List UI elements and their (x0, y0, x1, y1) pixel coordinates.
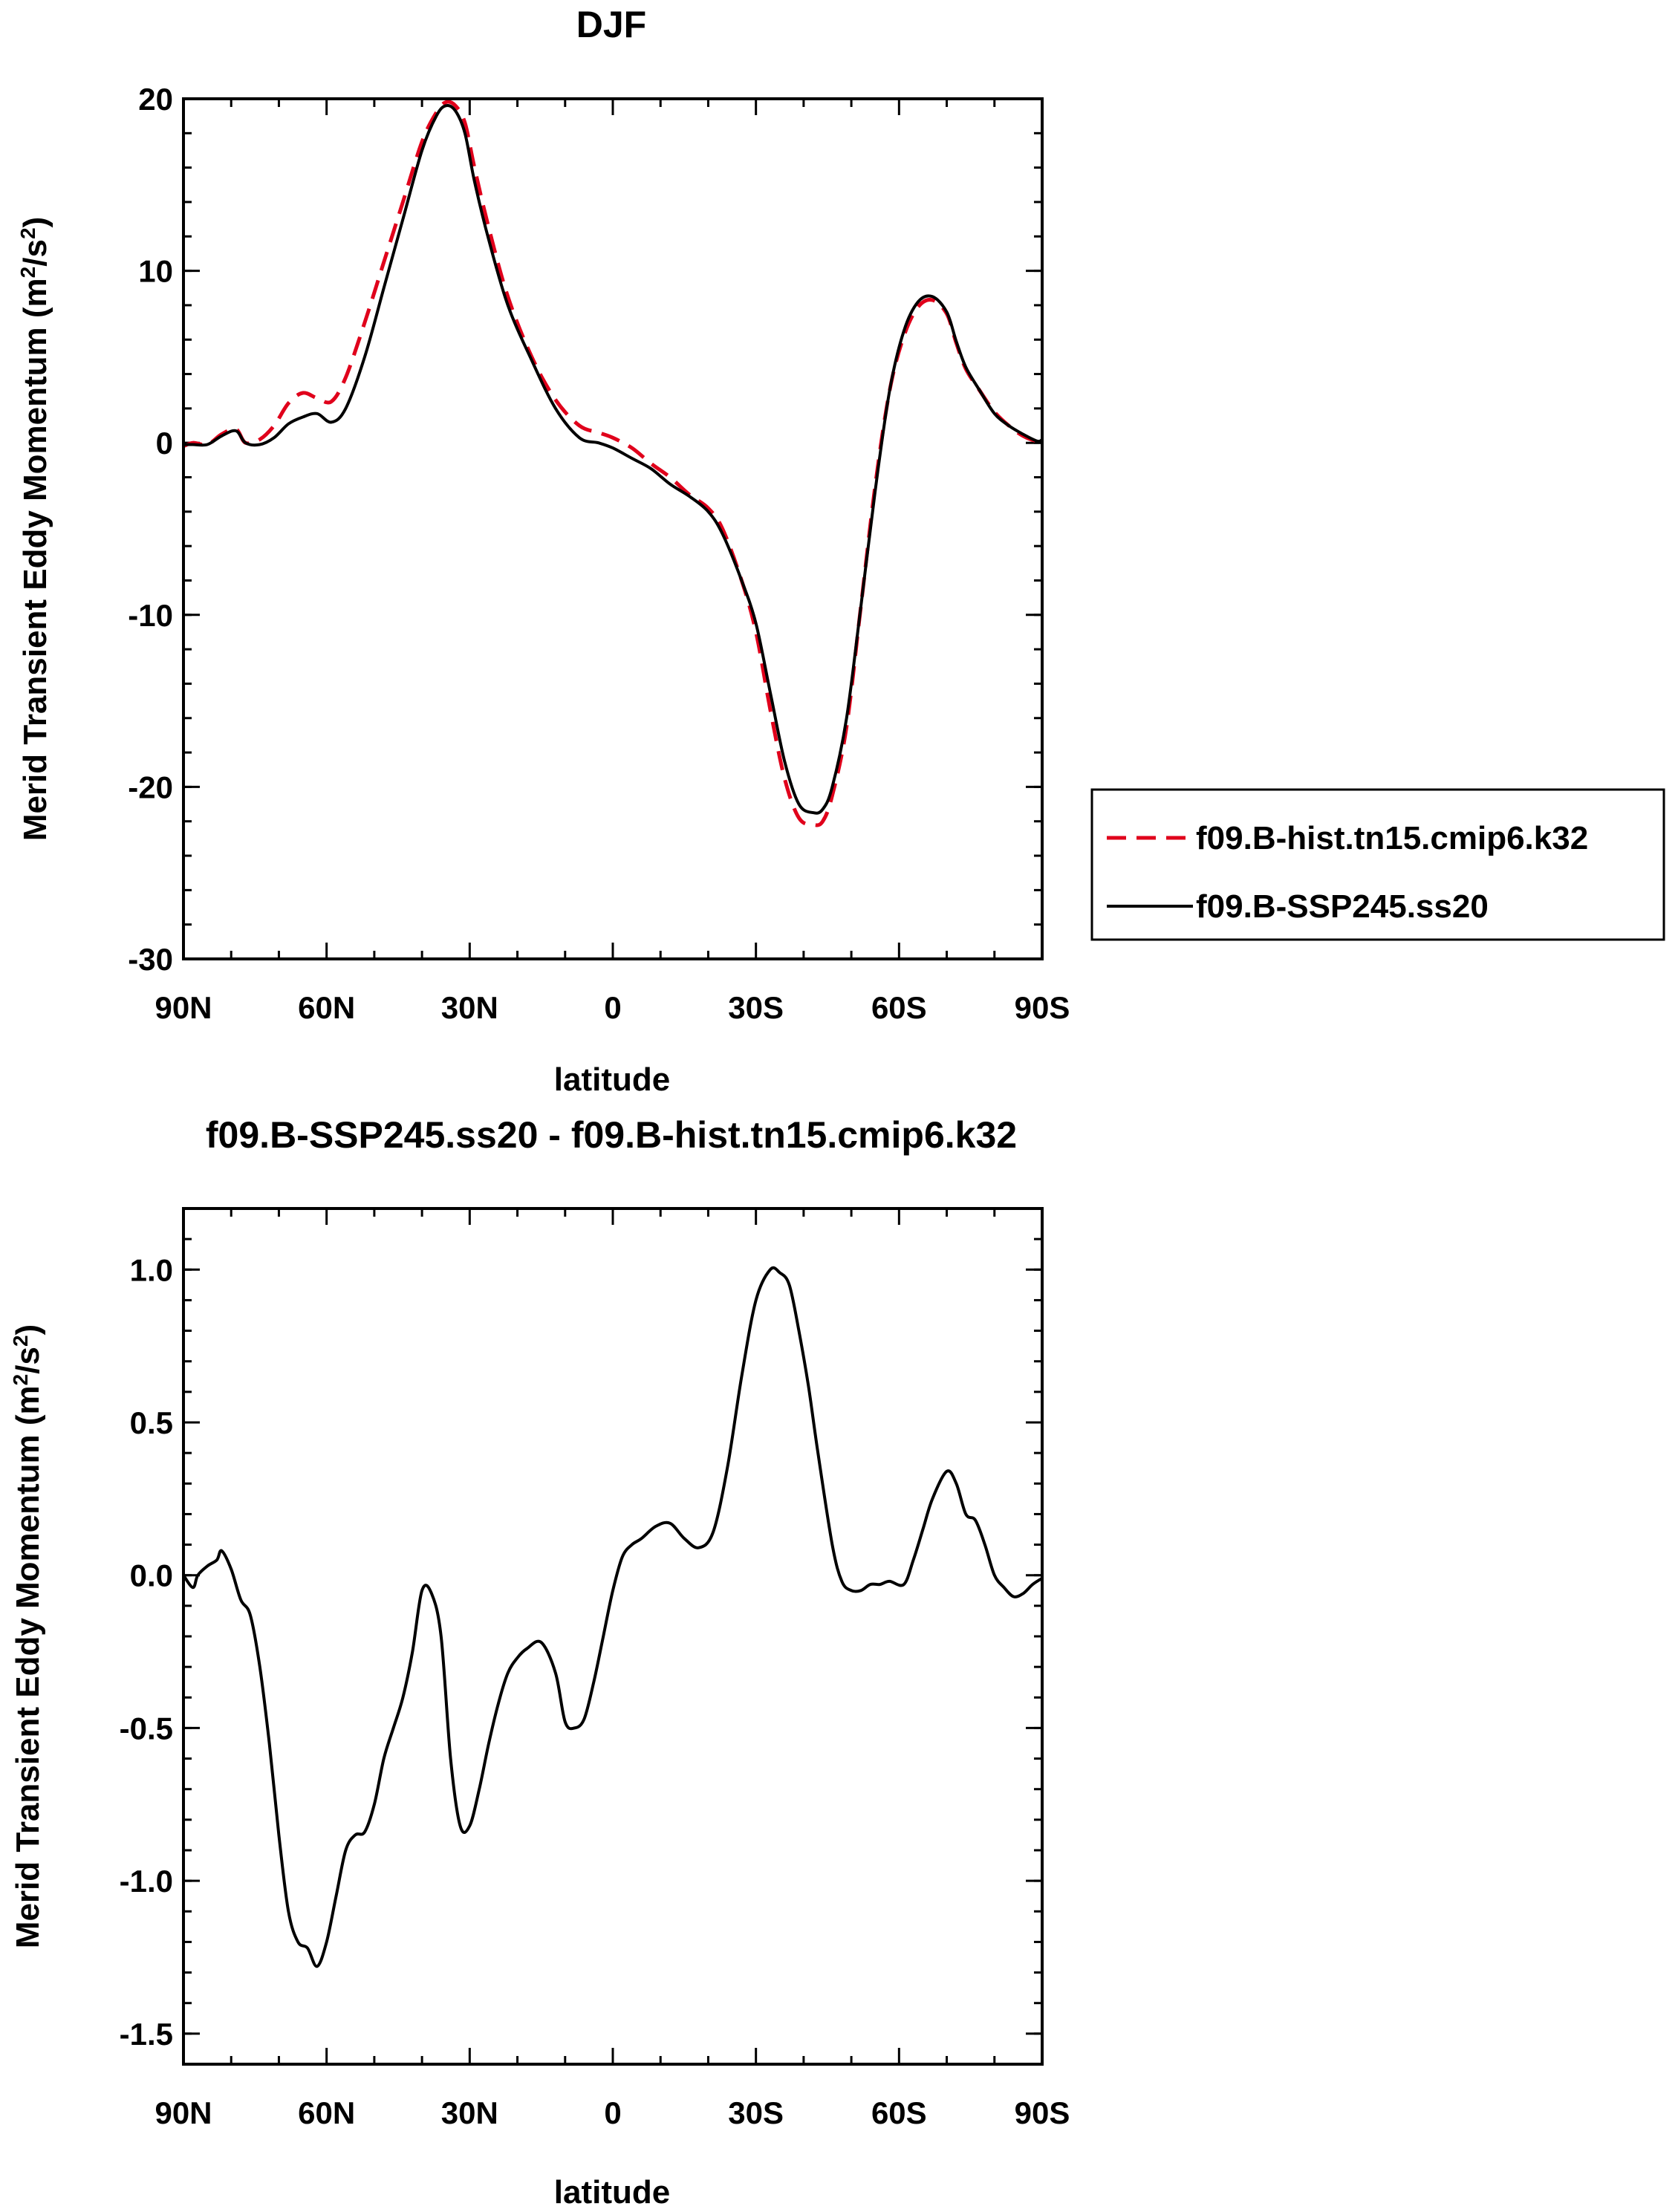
y-tick-label: -10 (128, 598, 173, 633)
chart-title: f09.B-SSP245.ss20 - f09.B-hist.tn15.cmip… (206, 1114, 1017, 1156)
axis-ticks (182, 1207, 1044, 2066)
x-tick-label: 0 (604, 2095, 621, 2130)
f09-b-hist-tn15-cmip6-k32-series-line (183, 100, 1044, 827)
y-tick-label: -1.0 (120, 1864, 173, 1899)
y-tick-label: 0 (156, 426, 173, 461)
x-tick-label: 60N (298, 2095, 355, 2130)
chart-djf: DJF 20 10 0 -10 -20 -30 90N 60N 30N 0 30S 60S 90S l… (16, 4, 1070, 1098)
x-axis-label: latitude (554, 1061, 670, 1098)
x-tick-label: 60S (871, 2095, 927, 2130)
y-tick-label: -20 (128, 770, 173, 804)
legend-label-ssp: f09.B-SSP245.ss20 (1196, 888, 1489, 925)
chart-title: DJF (576, 4, 646, 45)
y-tick-label: 20 (138, 82, 173, 117)
f09-b-ssp245-ss20-series-line (183, 103, 1044, 815)
difference-series-line (182, 1266, 1044, 1968)
y-tick-label: 0.5 (130, 1405, 173, 1440)
x-tick-label: 30N (441, 2095, 498, 2130)
x-tick-label: 90N (155, 2095, 212, 2130)
x-tick-label: 90S (1015, 990, 1070, 1025)
y-axis-label: Merid Transient Eddy Momentum (m2/s2) (9, 1324, 47, 1948)
y-tick-labels: 20 10 0 -10 -20 -30 (128, 82, 173, 977)
x-tick-label: 30S (728, 2095, 784, 2130)
x-axis-label: latitude (554, 2174, 670, 2211)
x-tick-label: 60N (298, 990, 355, 1025)
y-tick-label: 10 (138, 254, 173, 289)
series-lines (183, 100, 1044, 827)
axis-ticks (182, 97, 1044, 960)
series-lines (182, 1266, 1044, 1968)
plot-frame (182, 1207, 1044, 2066)
plot-frame (182, 97, 1044, 960)
x-tick-labels: 90N 60N 30N 0 30S 60S 90S (155, 990, 1070, 1025)
y-tick-label: 0.0 (130, 1558, 173, 1593)
x-tick-label: 30S (728, 990, 784, 1025)
y-tick-label: 1.0 (130, 1252, 173, 1287)
y-tick-label: -30 (128, 942, 173, 977)
x-tick-label: 90N (155, 990, 212, 1025)
y-tick-labels: 1.0 0.5 0.0 -0.5 -1.0 -1.5 (120, 1252, 173, 2052)
chart-difference: f09.B-SSP245.ss20 - f09.B-hist.tn15.cmip… (9, 1114, 1070, 2211)
y-axis-label: Merid Transient Eddy Momentum (m2/s2) (16, 217, 54, 841)
y-tick-label: -1.5 (120, 2017, 173, 2052)
y-tick-label: -0.5 (120, 1711, 173, 1746)
x-tick-label: 0 (604, 990, 621, 1025)
legend-box (1090, 788, 1665, 941)
x-tick-label: 90S (1015, 2095, 1070, 2130)
x-tick-labels: 90N 60N 30N 0 30S 60S 90S (155, 2095, 1070, 2130)
legend-label-hist: f09.B-hist.tn15.cmip6.k32 (1196, 820, 1588, 856)
x-tick-label: 30N (441, 990, 498, 1025)
legend: f09.B-hist.tn15.cmip6.k32 f09.B-SSP245.s… (1090, 788, 1665, 941)
x-tick-label: 60S (871, 990, 927, 1025)
